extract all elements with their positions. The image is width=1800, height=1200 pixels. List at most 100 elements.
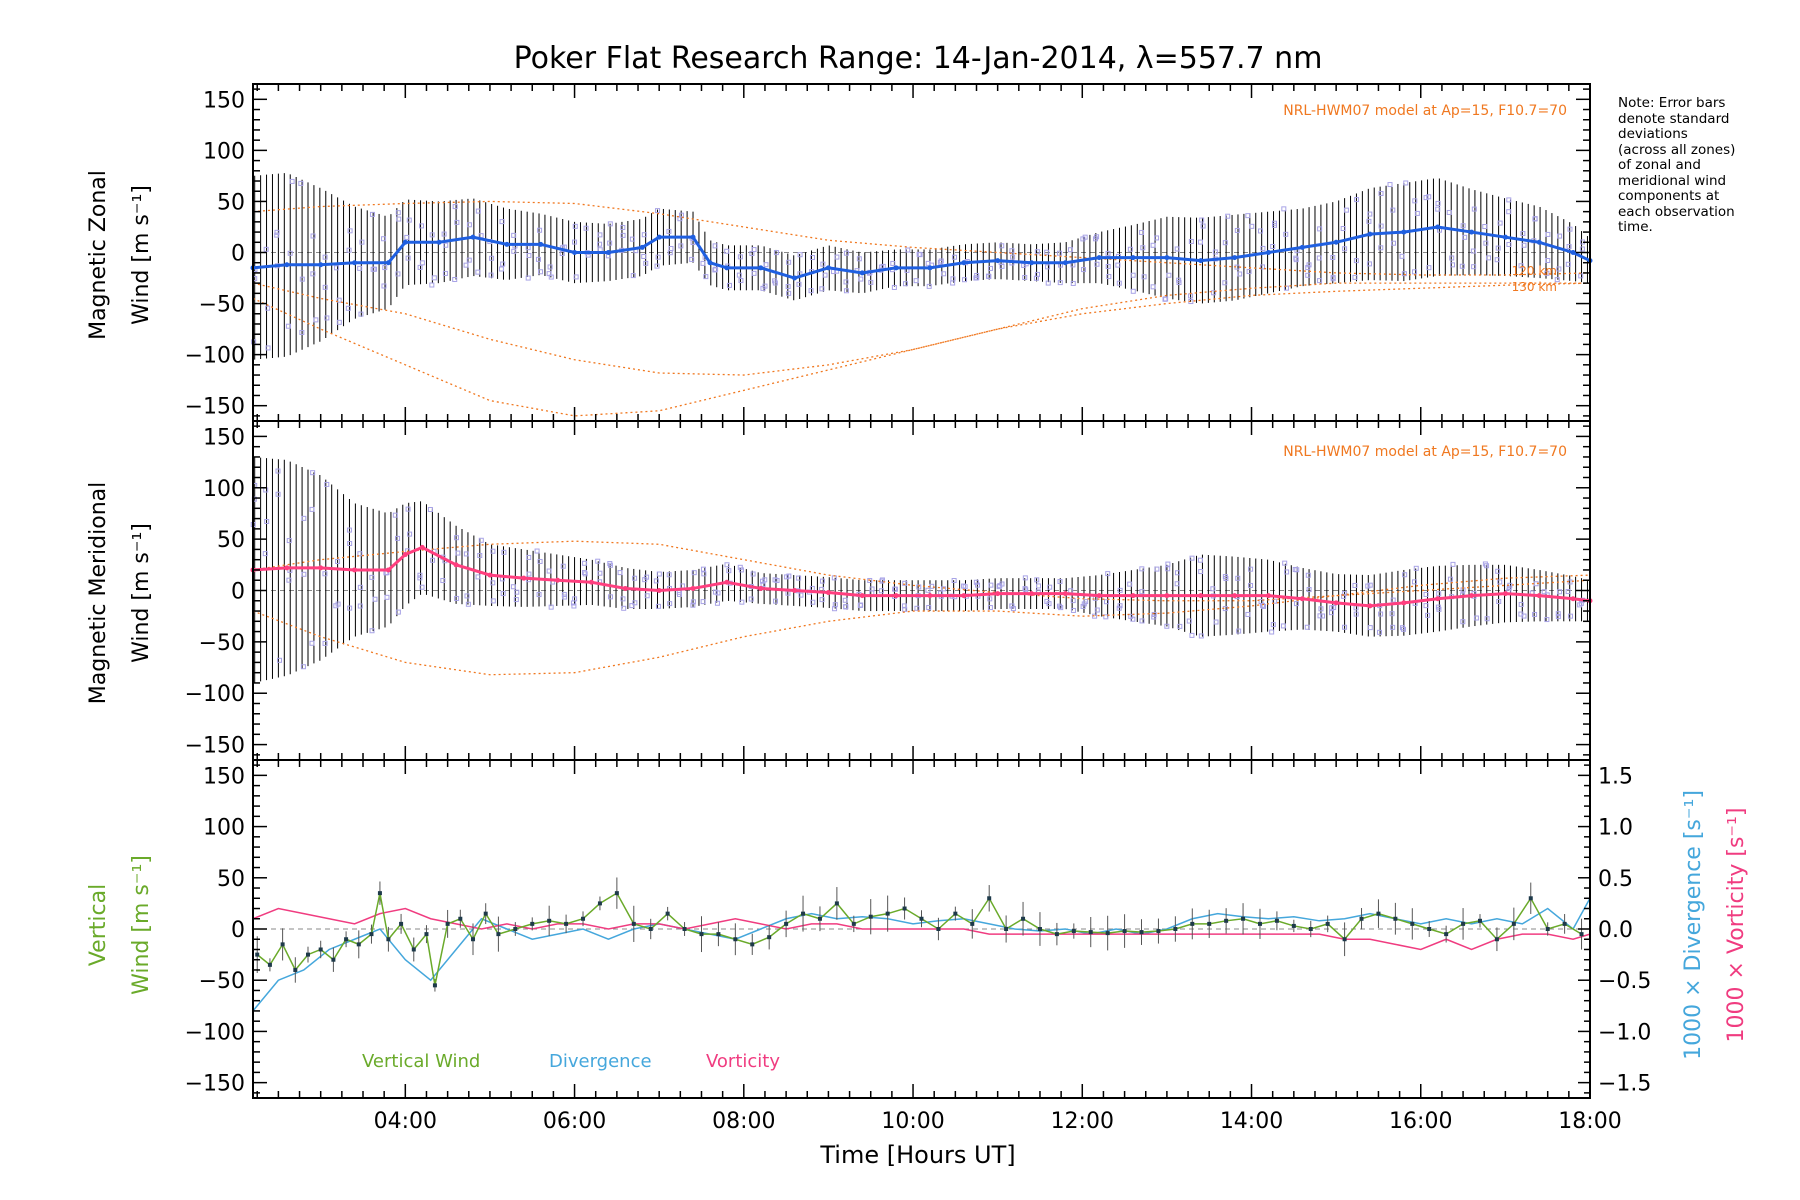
scatter-point <box>1343 207 1349 213</box>
vertical-wind-point <box>750 942 755 947</box>
vertical-wind-point <box>614 891 619 896</box>
scatter-point <box>700 566 706 572</box>
scatter-point <box>668 245 674 251</box>
scatter-point <box>819 578 825 584</box>
y-tick-label: −50 <box>199 631 245 656</box>
scatter-point <box>396 216 402 222</box>
scatter-point <box>547 264 553 270</box>
scatter-point <box>892 586 898 592</box>
scatter-point <box>263 246 269 252</box>
vertical-wind-point <box>902 906 907 911</box>
mean-wind-point <box>893 265 899 271</box>
scatter-point <box>1140 245 1146 251</box>
scatter-point <box>369 628 375 634</box>
mean-wind-point <box>690 234 696 240</box>
scatter-point <box>1306 262 1312 268</box>
scatter-point <box>937 259 943 265</box>
scatter-point <box>526 571 532 577</box>
scatter-point <box>1579 246 1585 252</box>
mean-wind-point <box>995 258 1001 264</box>
scatter-point <box>1106 274 1112 280</box>
y-tick-label: 100 <box>203 816 245 841</box>
scatter-point <box>560 563 566 569</box>
zonal-model-label-130km: 130 km <box>1512 280 1557 294</box>
mean-wind-point <box>724 265 730 271</box>
scatter-point <box>925 587 931 593</box>
vertical-wind-point <box>1528 896 1533 901</box>
scatter-point <box>678 212 684 218</box>
y2-tick-label: −0.5 <box>1598 969 1651 994</box>
scatter-point <box>1460 619 1466 625</box>
scatter-point <box>452 277 458 283</box>
mean-wind-point <box>385 567 391 573</box>
scatter-point <box>582 571 588 577</box>
scatter-point <box>1105 250 1111 256</box>
scatter-point <box>1189 555 1195 561</box>
scatter-point <box>511 248 517 254</box>
divergence-axis-word: 1000 × Divergence <box>1681 839 1706 1060</box>
scatter-point <box>1352 274 1358 280</box>
scatter-point <box>430 557 436 563</box>
scatter-point <box>286 577 292 583</box>
scatter-point <box>500 261 506 267</box>
scatter-point <box>1284 569 1290 575</box>
vertical-wind-point <box>1122 929 1127 934</box>
scatter-point <box>1482 561 1488 567</box>
scatter-point <box>690 599 696 605</box>
scatter-point <box>464 593 470 599</box>
scatter-point <box>950 276 956 282</box>
scatter-point <box>359 239 365 245</box>
mean-wind-point <box>927 593 933 599</box>
scatter-point <box>654 263 660 269</box>
scatter-point <box>1494 257 1500 263</box>
scatter-point <box>498 266 504 272</box>
scatter-point <box>1401 626 1407 632</box>
scatter-point <box>1390 207 1396 213</box>
vertical-wind-point <box>699 932 704 937</box>
scatter-point <box>644 574 650 580</box>
mean-wind-point <box>639 244 645 250</box>
scatter-point <box>1166 272 1172 278</box>
vertical-wind-point <box>424 932 429 937</box>
vertical-wind-point <box>369 932 374 937</box>
scatter-point <box>1353 611 1359 617</box>
scatter-point <box>406 217 412 223</box>
scatter-point <box>463 262 469 268</box>
scatter-point <box>1293 257 1299 263</box>
scatter-point <box>629 603 635 609</box>
scatter-point <box>843 279 849 285</box>
vertical-wind-point <box>411 947 416 952</box>
scatter-point <box>1092 236 1098 242</box>
vertical-wind-point <box>919 916 924 921</box>
scatter-point <box>419 260 425 266</box>
scatter-point <box>347 605 353 611</box>
scatter-point <box>1200 223 1206 229</box>
scatter-point <box>962 584 968 590</box>
scatter-point <box>786 290 792 296</box>
scatter-point <box>499 219 505 225</box>
scatter-point <box>1057 280 1063 286</box>
scatter-point <box>382 265 388 271</box>
mean-wind-point <box>724 579 730 585</box>
scatter-point <box>500 591 506 597</box>
scatter-point <box>999 243 1005 249</box>
scatter-point <box>407 531 413 537</box>
scatter-point <box>1318 606 1324 612</box>
scatter-point <box>289 178 295 184</box>
scatter-point <box>1497 220 1503 226</box>
model-curve <box>252 282 1591 417</box>
scatter-point <box>666 572 672 578</box>
scatter-point <box>1378 191 1384 197</box>
scatter-point <box>1115 262 1121 268</box>
zonal-wind-panel: −150 −100 −50 0 50 100 150 <box>185 83 1593 422</box>
scatter-point <box>546 568 552 574</box>
zonal-ylabel-line1: Magnetic Zonal <box>86 170 111 340</box>
scatter-point <box>418 223 424 229</box>
scatter-point <box>973 579 979 585</box>
scatter-point <box>748 596 754 602</box>
scatter-point <box>395 609 401 615</box>
scatter-point <box>417 572 423 578</box>
scatter-point <box>666 228 672 234</box>
scatter-point <box>1413 565 1419 571</box>
mean-wind-point <box>385 260 391 266</box>
